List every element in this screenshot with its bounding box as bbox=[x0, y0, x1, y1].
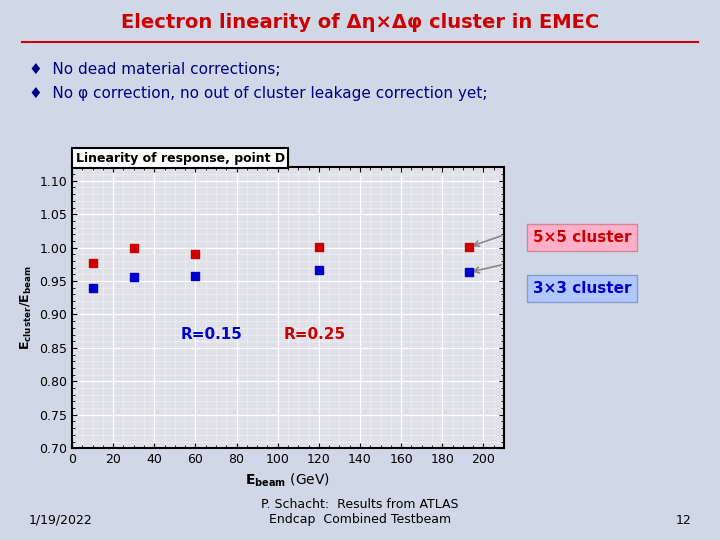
Text: 12: 12 bbox=[675, 514, 691, 526]
Text: Electron linearity of Δη×Δφ cluster in EMEC: Electron linearity of Δη×Δφ cluster in E… bbox=[121, 14, 599, 32]
Point bbox=[128, 273, 140, 281]
Point bbox=[463, 242, 474, 251]
Text: P. Schacht:  Results from ATLAS
Endcap  Combined Testbeam: P. Schacht: Results from ATLAS Endcap Co… bbox=[261, 498, 459, 526]
Point bbox=[87, 284, 99, 292]
Point bbox=[189, 250, 201, 259]
Text: 3×3 cluster: 3×3 cluster bbox=[533, 281, 631, 295]
Y-axis label: $\mathbf{E_{cluster}/E_{beam}}$: $\mathbf{E_{cluster}/E_{beam}}$ bbox=[19, 265, 34, 350]
Text: 5×5 cluster: 5×5 cluster bbox=[533, 230, 631, 245]
Point bbox=[463, 268, 474, 276]
Text: ♦  No dead material corrections;: ♦ No dead material corrections; bbox=[29, 62, 280, 77]
Point bbox=[189, 272, 201, 281]
Point bbox=[313, 265, 325, 274]
Point bbox=[87, 259, 99, 267]
Point bbox=[128, 244, 140, 253]
Text: ♦  No φ correction, no out of cluster leakage correction yet;: ♦ No φ correction, no out of cluster lea… bbox=[29, 86, 487, 102]
X-axis label: $\mathbf{E_{beam}}$ (GeV): $\mathbf{E_{beam}}$ (GeV) bbox=[246, 471, 330, 489]
Text: 1/19/2022: 1/19/2022 bbox=[29, 514, 93, 526]
Text: Linearity of response, point D: Linearity of response, point D bbox=[76, 152, 284, 165]
Text: R=0.15: R=0.15 bbox=[181, 327, 243, 342]
Point bbox=[313, 242, 325, 251]
Text: R=0.25: R=0.25 bbox=[284, 327, 346, 342]
